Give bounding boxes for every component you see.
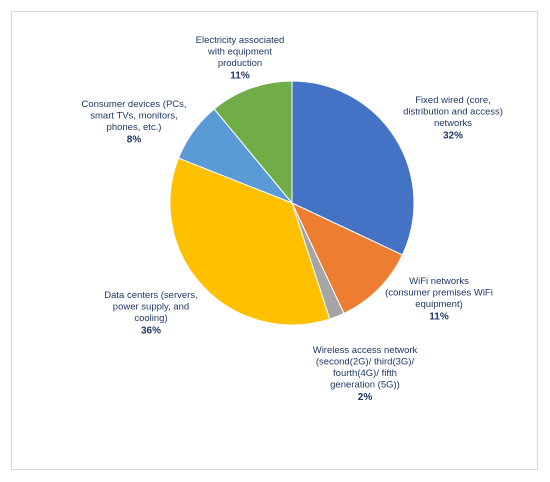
slice-label-0: Fixed wired (core,distribution and acces… <box>403 95 503 142</box>
slice-label-line: equipment) <box>415 299 463 310</box>
pie-slices <box>169 80 415 326</box>
slice-value-label: 36% <box>141 326 161 337</box>
slice-label-line: smart TVs, monitors, <box>90 111 177 122</box>
slice-value-label: 32% <box>443 131 463 142</box>
slice-label-3: Data centers (servers,power supply, andc… <box>104 290 197 337</box>
slice-value-label: 11% <box>429 312 449 323</box>
slice-label-line: power supply, and <box>113 302 189 313</box>
slice-label-line: distribution and access) <box>403 107 503 118</box>
slice-label-line: generation (5G)) <box>330 380 400 391</box>
slice-label-4: Consumer devices (PCs,smart TVs, monitor… <box>81 99 186 146</box>
pie-slice-0 <box>291 80 415 256</box>
slice-value-label: 8% <box>127 135 142 146</box>
slice-label-line: (second(2G)/ third(3G)/ <box>316 357 415 368</box>
slice-value-label: 2% <box>358 392 373 403</box>
slice-label-line: fourth(4G)/ fifth <box>333 368 397 379</box>
slice-label-line: Fixed wired (core, <box>415 95 491 106</box>
slice-label-line: Electricity associated <box>196 35 285 46</box>
slice-label-line: cooling) <box>134 313 167 324</box>
slice-label-line: WiFi networks <box>409 276 469 287</box>
slice-label-2: Wireless access network(second(2G)/ thir… <box>313 345 418 403</box>
slice-value-label: 11% <box>230 71 250 82</box>
pie-slice-3 <box>169 157 331 326</box>
slice-label-line: Consumer devices (PCs, <box>81 99 186 110</box>
slice-label-line: (consumer premises WiFi <box>385 288 493 299</box>
slice-label-1: WiFi networks(consumer premises WiFiequi… <box>385 276 493 323</box>
slice-label-line: Wireless access network <box>313 345 418 356</box>
slice-label-line: with equipment <box>207 47 272 58</box>
slice-label-line: Data centers (servers, <box>104 290 197 301</box>
slice-label-line: networks <box>434 118 472 129</box>
pie-slice-5 <box>213 80 293 205</box>
slice-label-line: production <box>218 58 262 69</box>
pie-slice-1 <box>290 201 404 315</box>
slice-label-line: phones, etc.) <box>107 122 162 133</box>
